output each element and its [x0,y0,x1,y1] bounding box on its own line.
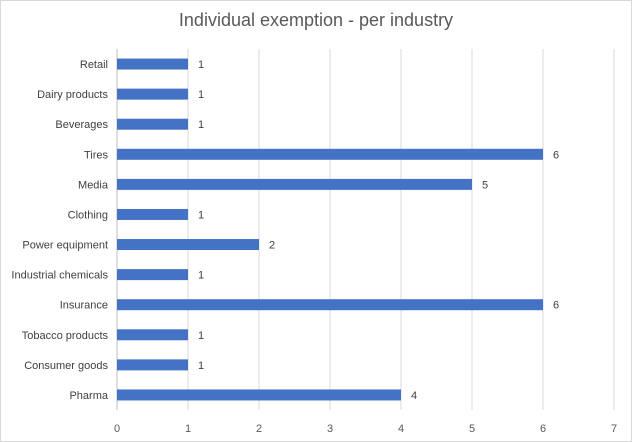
data-label: 6 [553,300,559,312]
bar [117,239,259,251]
bar [117,299,543,311]
data-label: 2 [269,240,275,252]
bars [117,58,543,401]
data-label: 5 [482,179,488,191]
x-tick-label: 2 [256,423,262,435]
data-label: 6 [553,149,559,161]
y-category-label: Insurance [60,300,108,312]
labels: 0 1 2 3 4 5 6 7 Retail 1 Dairy products 1 Beverages 1… [11,59,617,435]
y-category-label: Media [78,179,109,191]
data-label: 1 [198,209,204,221]
bar [117,359,188,371]
x-tick-label: 1 [185,423,191,435]
data-label: 1 [198,59,204,71]
y-category-label: Consumer goods [24,360,108,372]
y-category-label: Retail [80,59,108,71]
y-category-label: Dairy products [37,89,108,101]
y-category-label: Pharma [69,390,108,402]
data-label: 1 [198,89,204,101]
x-tick-label: 4 [398,423,404,435]
bar [117,329,188,341]
y-category-label: Industrial chemicals [11,270,108,282]
x-tick-label: 6 [540,423,546,435]
bar [117,389,401,401]
y-category-label: Clothing [68,209,108,221]
y-category-label: Power equipment [22,240,108,252]
y-category-label: Tobacco products [22,330,109,342]
bar [117,88,188,100]
data-label: 1 [198,270,204,282]
data-label: 1 [198,360,204,372]
bar [117,148,543,160]
bar [117,269,188,281]
bar [117,178,472,190]
data-label: 1 [198,330,204,342]
gridlines [116,49,615,410]
bar [117,208,188,220]
y-category-label: Beverages [55,119,108,131]
bar [117,58,188,70]
chart-title: Individual exemption - per industry [178,10,454,30]
x-tick-label: 7 [611,423,617,435]
bar [117,118,188,130]
data-label: 4 [411,390,417,402]
data-label: 1 [198,119,204,131]
x-tick-label: 3 [327,423,333,435]
y-category-label: Tires [84,149,109,161]
x-tick-label: 0 [114,423,120,435]
x-tick-label: 5 [469,423,475,435]
